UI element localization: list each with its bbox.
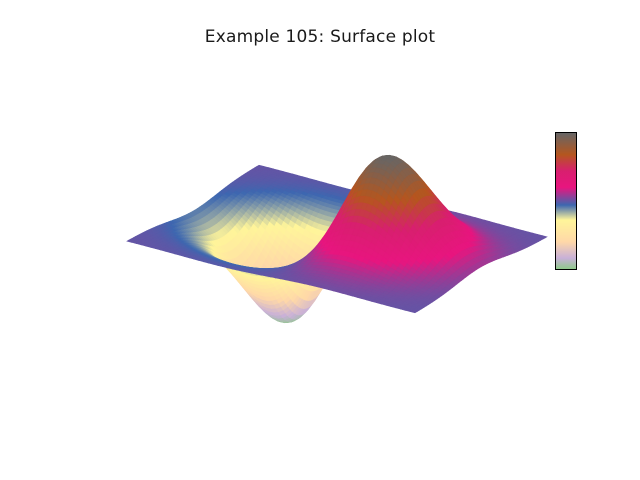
colorbar [555,132,577,270]
chart-title: Example 105: Surface plot [204,27,436,47]
surface-patch [409,309,418,314]
surface-mesh [126,154,548,324]
